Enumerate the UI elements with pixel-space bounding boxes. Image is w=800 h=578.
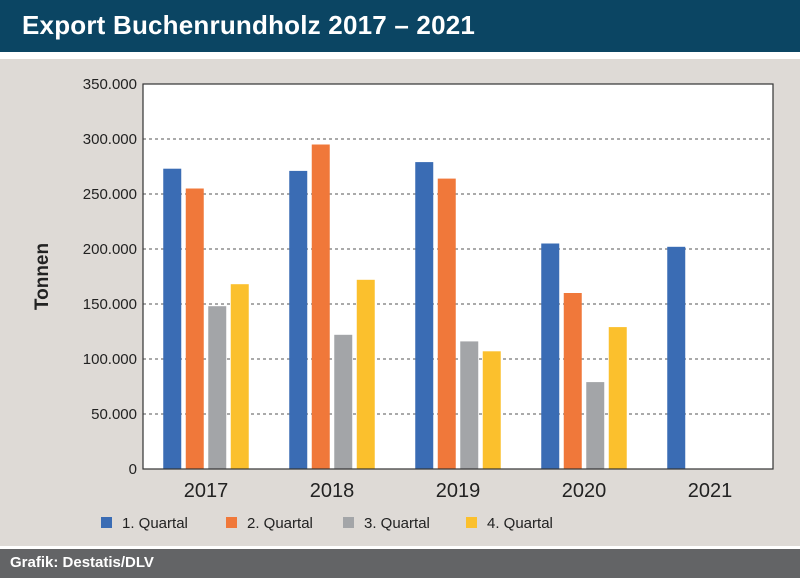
bar-2018-q2 [311, 144, 330, 469]
bar-2017-q1 [163, 168, 182, 469]
y-tick-label: 250.000 [83, 186, 137, 203]
legend-label: 3. Quartal [364, 515, 430, 532]
bar-2019-q1 [415, 162, 434, 469]
bar-2018-q1 [289, 170, 308, 469]
bar-2019-q3 [460, 341, 479, 469]
bar-2017-q3 [208, 306, 227, 469]
legend-swatch [226, 517, 237, 528]
legend-swatch [466, 517, 477, 528]
legend-swatch [343, 517, 354, 528]
y-tick-label: 100.000 [83, 351, 137, 368]
bar-2018-q4 [356, 279, 375, 469]
y-tick-label: 150.000 [83, 296, 137, 313]
bar-2020-q3 [586, 382, 605, 469]
y-axis-title: Tonnen [32, 243, 53, 310]
x-tick-label: 2017 [184, 480, 229, 502]
y-tick-label: 0 [129, 461, 137, 478]
bar-2020-q4 [608, 327, 627, 469]
x-tick-label: 2020 [562, 480, 607, 502]
y-tick-label: 50.000 [91, 406, 137, 423]
legend-swatch [101, 517, 112, 528]
y-tick-label: 300.000 [83, 131, 137, 148]
x-tick-label: 2018 [310, 480, 355, 502]
bar-2017-q4 [230, 284, 249, 469]
bar-2019-q2 [437, 178, 456, 469]
footer-bar: Grafik: Destatis/DLV [0, 549, 800, 578]
source-credit: Grafik: Destatis/DLV [10, 554, 154, 571]
bar-2020-q2 [563, 293, 582, 469]
y-tick-label: 200.000 [83, 241, 137, 258]
chart-title: Export Buchenrundholz 2017 – 2021 [22, 10, 476, 40]
bar-2019-q4 [482, 351, 501, 469]
legend-label: 4. Quartal [487, 515, 553, 532]
header-bar: Export Buchenrundholz 2017 – 2021 [0, 0, 800, 52]
legend-label: 2. Quartal [247, 515, 313, 532]
x-tick-label: 2019 [436, 480, 481, 502]
legend-label: 1. Quartal [122, 515, 188, 532]
plot-border [142, 83, 774, 470]
bar-2021-q1 [667, 246, 686, 469]
bar-2018-q3 [334, 334, 353, 469]
bar-2017-q2 [185, 188, 204, 469]
y-tick-label: 350.000 [83, 76, 137, 93]
x-tick-label: 2021 [688, 480, 733, 502]
bar-2020-q1 [541, 243, 560, 469]
